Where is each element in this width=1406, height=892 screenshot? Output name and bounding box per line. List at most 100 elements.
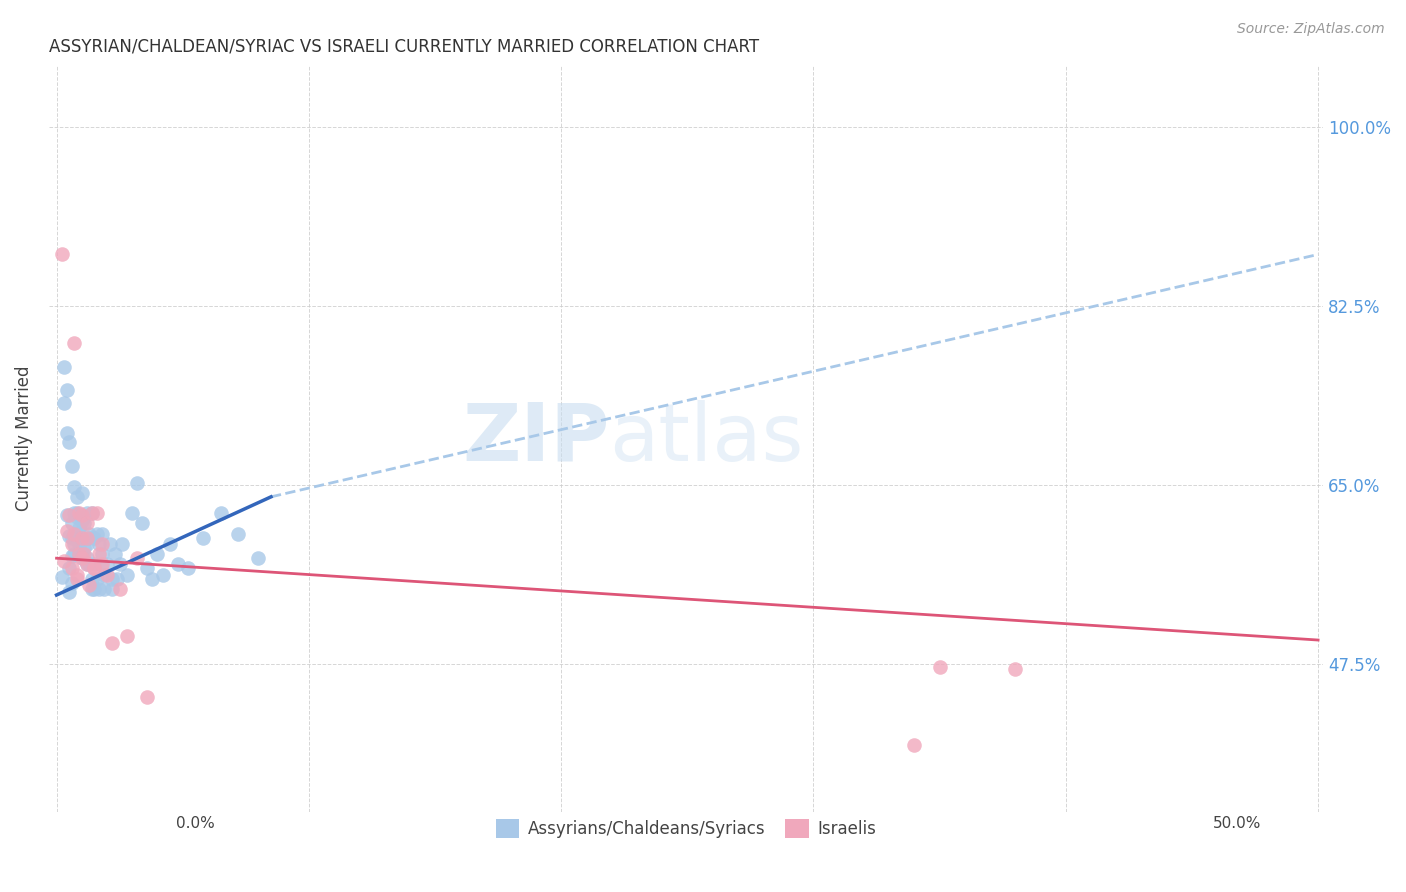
Point: [91, 558, 114, 572]
Point: [177, 561, 200, 575]
Point: [53, 359, 76, 374]
Point: [136, 561, 159, 575]
Point: [111, 537, 134, 551]
Point: [91, 526, 114, 541]
Point: [226, 526, 249, 541]
Point: [89, 582, 111, 596]
Point: [67, 520, 90, 534]
Point: [58, 508, 80, 523]
Point: [60, 575, 83, 590]
Text: ZIP: ZIP: [463, 400, 610, 477]
Point: [58, 434, 80, 449]
Point: [58, 585, 80, 599]
Point: [76, 506, 98, 520]
Point: [80, 572, 103, 586]
Text: 50.0%: 50.0%: [1213, 816, 1261, 831]
Point: [67, 537, 90, 551]
Point: [60, 459, 83, 474]
Point: [93, 582, 115, 596]
Point: [60, 561, 83, 575]
Point: [63, 506, 86, 520]
Point: [247, 551, 270, 566]
Point: [86, 572, 108, 586]
Point: [83, 531, 105, 545]
Point: [76, 558, 98, 572]
Point: [70, 531, 93, 545]
Point: [66, 531, 89, 545]
Point: [76, 558, 98, 572]
Point: [60, 549, 83, 563]
Point: [55, 384, 77, 398]
Point: [53, 554, 76, 568]
Point: [70, 508, 93, 523]
Point: [86, 526, 108, 541]
Point: [66, 572, 89, 586]
Point: [115, 567, 138, 582]
Point: [83, 582, 105, 596]
Point: [83, 561, 105, 575]
Point: [63, 547, 86, 561]
Point: [60, 516, 83, 531]
Point: [53, 395, 76, 409]
Point: [152, 567, 174, 582]
Point: [136, 690, 159, 705]
Point: [91, 547, 114, 561]
Point: [191, 531, 214, 545]
Point: [159, 537, 181, 551]
Point: [55, 524, 77, 538]
Point: [96, 567, 118, 582]
Point: [67, 506, 90, 520]
Point: [76, 516, 98, 531]
Point: [105, 572, 128, 586]
Point: [103, 547, 125, 561]
Point: [70, 547, 93, 561]
Point: [80, 582, 103, 596]
Text: 0.0%: 0.0%: [176, 816, 215, 831]
Point: [98, 537, 121, 551]
Point: [66, 567, 89, 582]
Point: [76, 551, 98, 566]
Point: [55, 508, 77, 523]
Point: [131, 516, 153, 531]
Point: [70, 515, 93, 529]
Point: [67, 537, 90, 551]
Point: [66, 490, 89, 504]
Point: [66, 506, 89, 520]
Point: [73, 510, 96, 524]
Point: [141, 572, 163, 586]
Point: [60, 537, 83, 551]
Point: [79, 531, 101, 545]
Point: [101, 636, 124, 650]
Text: Source: ZipAtlas.com: Source: ZipAtlas.com: [1237, 22, 1385, 37]
Point: [80, 506, 103, 520]
Point: [63, 480, 86, 494]
Point: [127, 475, 149, 490]
Point: [51, 247, 73, 261]
Point: [83, 558, 105, 572]
Point: [63, 537, 86, 551]
Point: [66, 526, 89, 541]
Point: [108, 558, 131, 572]
Point: [70, 551, 93, 566]
Point: [63, 336, 86, 351]
Point: [101, 572, 124, 586]
Point: [70, 485, 93, 500]
Point: [108, 582, 131, 596]
Point: [73, 541, 96, 555]
Point: [89, 537, 111, 551]
Point: [66, 510, 89, 524]
Point: [89, 547, 111, 561]
Point: [166, 558, 188, 572]
Point: [127, 551, 149, 566]
Point: [79, 526, 101, 541]
Point: [80, 506, 103, 520]
Point: [79, 578, 101, 592]
Text: ASSYRIAN/CHALDEAN/SYRIAC VS ISRAELI CURRENTLY MARRIED CORRELATION CHART: ASSYRIAN/CHALDEAN/SYRIAC VS ISRAELI CURR…: [49, 37, 759, 55]
Point: [209, 506, 232, 520]
Point: [63, 526, 86, 541]
Point: [55, 426, 77, 441]
Point: [903, 739, 925, 753]
Point: [58, 561, 80, 575]
Legend: Assyrians/Chaldeans/Syriacs, Israelis: Assyrians/Chaldeans/Syriacs, Israelis: [489, 812, 883, 845]
Point: [93, 567, 115, 582]
